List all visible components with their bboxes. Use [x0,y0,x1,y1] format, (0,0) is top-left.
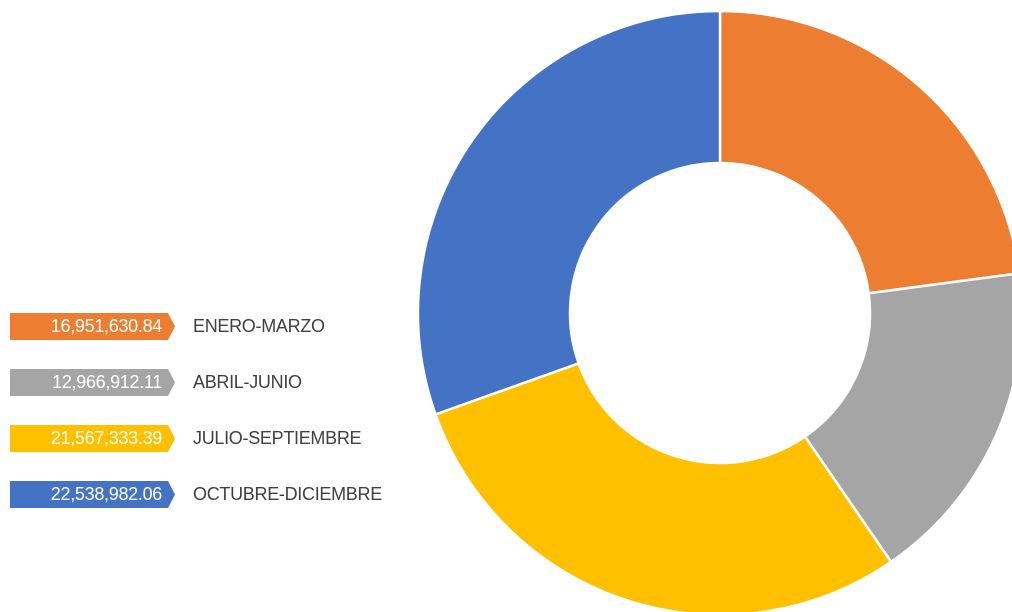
legend-label: ABRIL-JUNIO [193,372,302,392]
legend-item-octubre-diciembre: 22,538,982.06 OCTUBRE-DICIEMBRE [10,481,390,508]
legend-item-julio-septiembre: 21,567,333.39 JULIO-SEPTIEMBRE [10,425,390,452]
donut-slice-julio-septiembre [434,362,893,612]
legend-item-enero-marzo: 16,951,630.84 ENERO-MARZO [10,313,390,340]
donut-slice-octubre-diciembre [416,9,722,416]
legend-label: JULIO-SEPTIEMBRE [193,428,362,448]
legend-label: ENERO-MARZO [193,316,325,336]
legend-label: OCTUBRE-DICIEMBRE [193,484,382,504]
donut-slice-enero-marzo [718,9,1012,295]
legend-value-tag: 12,966,912.11 [10,369,175,396]
chart-legend: 16,951,630.84 ENERO-MARZO 12,966,912.11 … [10,313,390,537]
legend-value-tag: 22,538,982.06 [10,481,175,508]
donut-slice-abril-junio [803,272,1012,564]
legend-value-tag: 16,951,630.84 [10,313,175,340]
legend-item-abril-junio: 12,966,912.11 ABRIL-JUNIO [10,369,390,396]
legend-value-tag: 21,567,333.39 [10,425,175,452]
